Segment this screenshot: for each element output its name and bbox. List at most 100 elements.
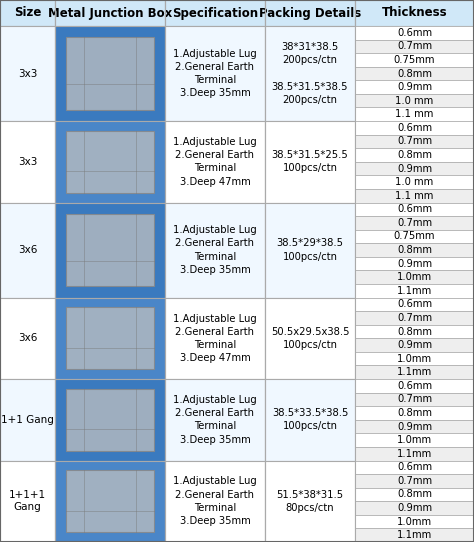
Text: 38.5*31.5*25.5
100pcs/ctn: 38.5*31.5*25.5 100pcs/ctn [272,150,348,173]
Bar [355,94,474,107]
Bar [355,107,474,121]
Text: 1.1 mm: 1.1 mm [395,191,434,201]
Bar [355,67,474,80]
Bar [55,203,165,298]
Bar [355,284,474,298]
Text: 3x3: 3x3 [18,68,37,79]
Text: 0.7mm: 0.7mm [397,137,432,146]
Bar [165,121,265,203]
Bar [355,162,474,176]
Text: Size: Size [14,7,41,20]
Bar [265,203,355,298]
Bar [355,216,474,230]
Text: 3x3: 3x3 [18,157,37,167]
Text: 3x6: 3x6 [18,333,37,343]
Bar [0,461,55,542]
Bar [55,461,165,542]
Text: Specification: Specification [172,7,258,20]
Bar [355,53,474,67]
Text: 0.8mm: 0.8mm [397,326,432,337]
Text: 1.1 mm: 1.1 mm [395,109,434,119]
Bar [355,461,474,474]
Text: 1+1+1
Gang: 1+1+1 Gang [9,491,46,512]
Bar [355,528,474,542]
Bar [0,121,55,203]
Bar [0,26,55,121]
Bar [355,379,474,392]
Text: 0.6mm: 0.6mm [397,462,432,472]
Bar [355,0,474,26]
Bar [355,406,474,420]
Bar [355,474,474,488]
Bar [165,461,265,542]
Bar [0,203,55,298]
Bar [355,447,474,461]
Bar [0,298,55,379]
Text: 38.5*29*38.5
100pcs/ctn: 38.5*29*38.5 100pcs/ctn [276,238,344,262]
Text: 0.8mm: 0.8mm [397,150,432,160]
Text: 0.9mm: 0.9mm [397,164,432,173]
Bar [66,307,154,369]
Text: 0.75mm: 0.75mm [394,55,435,65]
Bar [66,214,154,286]
Bar [265,461,355,542]
Text: 1.Adjustable Lug
2.General Earth
Terminal
3.Deep 35mm: 1.Adjustable Lug 2.General Earth Termina… [173,225,257,275]
Bar [55,0,165,26]
Bar [265,121,355,203]
Bar [66,131,154,193]
Bar [355,311,474,325]
Text: 1.0mm: 1.0mm [397,354,432,364]
Bar [355,352,474,365]
Text: 0.7mm: 0.7mm [397,218,432,228]
Text: 0.7mm: 0.7mm [397,313,432,323]
Bar [265,0,355,26]
Bar [165,379,265,461]
Text: 1.Adjustable Lug
2.General Earth
Terminal
3.Deep 47mm: 1.Adjustable Lug 2.General Earth Termina… [173,137,257,186]
Bar [355,515,474,528]
Bar [355,392,474,406]
Bar [355,257,474,270]
Bar [355,420,474,434]
Text: 0.9mm: 0.9mm [397,503,432,513]
Bar [355,148,474,162]
Text: 0.8mm: 0.8mm [397,489,432,500]
Text: 0.8mm: 0.8mm [397,68,432,79]
Bar [355,325,474,338]
Text: 1.Adjustable Lug
2.General Earth
Terminal
3.Deep 47mm: 1.Adjustable Lug 2.General Earth Termina… [173,313,257,363]
Bar [0,0,55,26]
Text: 1+1 Gang: 1+1 Gang [1,415,54,425]
Text: 38.5*33.5*38.5
100pcs/ctn: 38.5*33.5*38.5 100pcs/ctn [272,408,348,431]
Text: 1.1mm: 1.1mm [397,449,432,459]
Text: 0.75mm: 0.75mm [394,231,435,242]
Text: 1.Adjustable Lug
2.General Earth
Terminal
3.Deep 35mm: 1.Adjustable Lug 2.General Earth Termina… [173,49,257,98]
Text: 1.1mm: 1.1mm [397,286,432,296]
Text: 1.1mm: 1.1mm [397,367,432,377]
Text: 1.0mm: 1.0mm [397,517,432,527]
Bar [55,379,165,461]
Text: 0.9mm: 0.9mm [397,340,432,350]
Bar [355,434,474,447]
Bar [265,379,355,461]
Bar [55,121,165,203]
Text: 0.8mm: 0.8mm [397,408,432,418]
Text: 0.7mm: 0.7mm [397,41,432,51]
Text: Metal Junction Box: Metal Junction Box [48,7,172,20]
Text: 0.9mm: 0.9mm [397,82,432,92]
Bar [355,270,474,284]
Bar [165,203,265,298]
Text: 0.9mm: 0.9mm [397,259,432,269]
Text: 0.9mm: 0.9mm [397,422,432,431]
Text: 1.Adjustable Lug
2.General Earth
Terminal
3.Deep 35mm: 1.Adjustable Lug 2.General Earth Termina… [173,395,257,444]
Bar [355,243,474,257]
Bar [355,298,474,311]
Bar [66,389,154,451]
Bar [165,298,265,379]
Text: 0.7mm: 0.7mm [397,395,432,404]
Text: 1.0mm: 1.0mm [397,435,432,445]
Text: 0.6mm: 0.6mm [397,123,432,133]
Bar [265,298,355,379]
Text: 3x6: 3x6 [18,245,37,255]
Bar [165,0,265,26]
Text: 1.0mm: 1.0mm [397,272,432,282]
Bar [355,230,474,243]
